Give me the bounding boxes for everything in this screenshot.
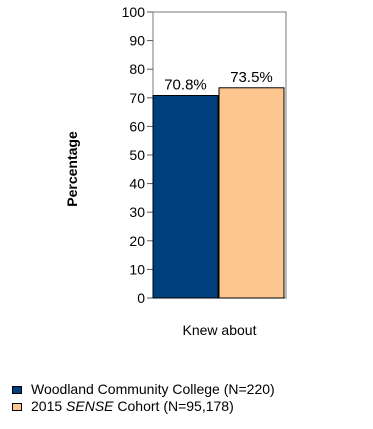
y-tick-label-90: 90 [129,33,145,49]
legend-label-woodland: Woodland Community College (N=220) [31,381,275,397]
legend-label-cohort: 2015 SENSE Cohort (N=95,178) [31,398,234,414]
plot-area: 0 10 20 30 40 50 60 70 80 90 100 Percentage 70.8% 73.… [64,4,287,338]
y-axis-title: Percentage [64,131,80,207]
legend-item-cohort: 2015 SENSE Cohort (N=95,178) [8,398,275,415]
y-tick-label-20: 20 [129,233,145,249]
y-tick-label-80: 80 [129,61,145,77]
legend-swatch-woodland [12,385,22,394]
data-label-series-1: 73.5% [230,69,273,86]
bar-chart: 0 10 20 30 40 50 60 70 80 90 100 Percentage 70.8% 73.… [64,4,287,338]
legend-item-woodland: Woodland Community College (N=220) [8,381,275,398]
y-tick-label-100: 100 [122,4,146,20]
x-category-label-line-0: Knew about [183,322,257,338]
y-tick-label-30: 30 [129,204,145,220]
legend: Woodland Community College (N=220) 2015 … [8,381,275,415]
bar-series-0 [152,95,219,299]
data-label-series-0: 70.8% [164,77,207,94]
legend-swatch-cohort [12,402,22,411]
y-tick-label-10: 10 [129,261,145,277]
y-tick-label-60: 60 [129,118,145,134]
bar-series-1 [218,87,285,299]
y-tick-label-50: 50 [129,147,145,163]
y-tick-label-70: 70 [129,90,145,106]
y-tick-label-40: 40 [129,176,145,192]
y-tick-label-0: 0 [137,290,145,306]
